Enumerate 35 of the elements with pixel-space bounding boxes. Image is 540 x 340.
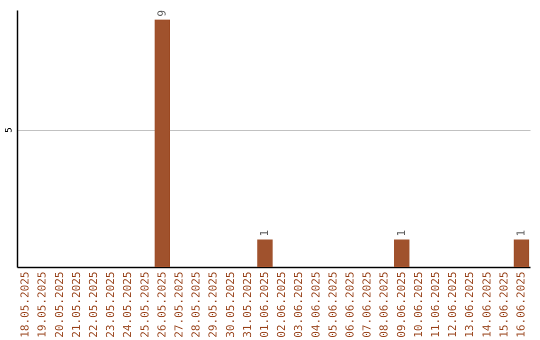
x-tick-label: 19.05.2025 [36, 272, 49, 338]
x-tick-label: 11.06.2025 [428, 272, 442, 338]
x-tick-label: 16.06.2025 [514, 272, 528, 338]
x-tick-label: 12.06.2025 [446, 272, 460, 338]
x-tick-label: 30.05.2025 [224, 272, 237, 338]
x-tick-label: 28.05.2025 [190, 272, 203, 338]
data-label: 1 [394, 230, 408, 237]
x-tick-label: 14.06.2025 [480, 272, 494, 338]
data-label: 1 [514, 230, 528, 237]
x-tick-label: 13.06.2025 [463, 272, 476, 338]
x-tick-label: 20.05.2025 [52, 272, 66, 338]
data-label: 9 [155, 10, 168, 17]
x-tick-label: 21.05.2025 [70, 272, 83, 338]
x-tick-label: 06.06.2025 [343, 272, 356, 338]
x-tick-label: 25.05.2025 [138, 272, 152, 338]
x-tick-label: 22.05.2025 [86, 272, 100, 338]
x-tick-label: 05.06.2025 [326, 272, 340, 338]
x-tick-label: 07.06.2025 [360, 272, 374, 338]
x-tick-label: 03.06.2025 [292, 272, 306, 338]
x-tick-label: 09.06.2025 [394, 272, 408, 338]
y-tick-label: 5 [4, 127, 14, 133]
x-tick-label: 02.06.2025 [275, 272, 288, 338]
x-tick-label: 08.06.2025 [378, 272, 391, 338]
x-tick-label: 15.06.2025 [497, 272, 510, 338]
x-tick-label: 04.06.2025 [309, 272, 322, 338]
x-tick-label: 27.05.2025 [172, 272, 186, 338]
x-tick-label: 10.06.2025 [412, 272, 425, 338]
x-tick-label: 01.06.2025 [258, 272, 271, 338]
x-tick-label: 24.05.2025 [121, 272, 134, 338]
x-tick-label: 18.05.2025 [18, 272, 32, 338]
x-tick-label: 26.05.2025 [155, 272, 168, 338]
x-tick-label: 31.05.2025 [240, 272, 254, 338]
data-label: 1 [258, 230, 271, 237]
x-tick-label: 23.05.2025 [104, 272, 118, 338]
x-tick-label: 29.05.2025 [206, 272, 220, 338]
